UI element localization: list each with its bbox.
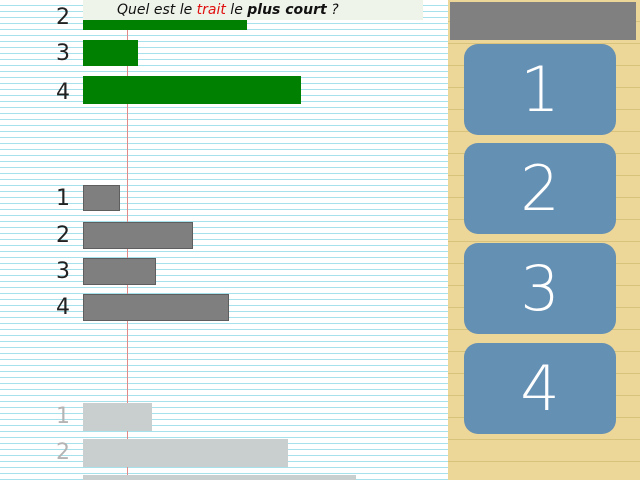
answer-button-1[interactable]: 1 <box>464 44 616 135</box>
answer-panel: 1 2 3 4 <box>448 0 640 480</box>
bar <box>83 258 156 285</box>
question-prefix: Quel est le <box>117 2 197 18</box>
bar-label: 2 <box>56 223 70 248</box>
bar-label: 3 <box>56 259 70 284</box>
question-keyword: trait <box>196 2 226 18</box>
bar <box>83 439 288 467</box>
question-emphasis: plus court <box>247 2 327 18</box>
bar-label: 4 <box>56 295 70 320</box>
question-middle: le <box>225 2 248 18</box>
answer-button-3[interactable]: 3 <box>464 243 616 334</box>
bar-label: 1 <box>56 186 70 211</box>
bar <box>83 222 193 249</box>
bar <box>83 185 120 211</box>
bar-label: 3 <box>56 41 70 66</box>
bar <box>83 76 301 104</box>
bar <box>83 294 229 321</box>
bar <box>83 475 356 480</box>
bar-label: 4 <box>56 80 70 105</box>
question-text: Quel est le trait le plus court ? <box>83 0 423 20</box>
bar <box>83 40 138 66</box>
bar-label: 2 <box>56 440 70 465</box>
notebook-area: 2 3 4 1 2 3 4 1 2 Quel est le trait le p… <box>0 0 448 480</box>
answer-button-4[interactable]: 4 <box>464 343 616 434</box>
bar-label: 2 <box>56 5 70 30</box>
answer-button-2[interactable]: 2 <box>464 143 616 234</box>
bar-label: 1 <box>56 404 70 429</box>
answer-panel-header <box>450 2 636 40</box>
bar <box>83 403 152 431</box>
question-suffix: ? <box>326 2 339 18</box>
